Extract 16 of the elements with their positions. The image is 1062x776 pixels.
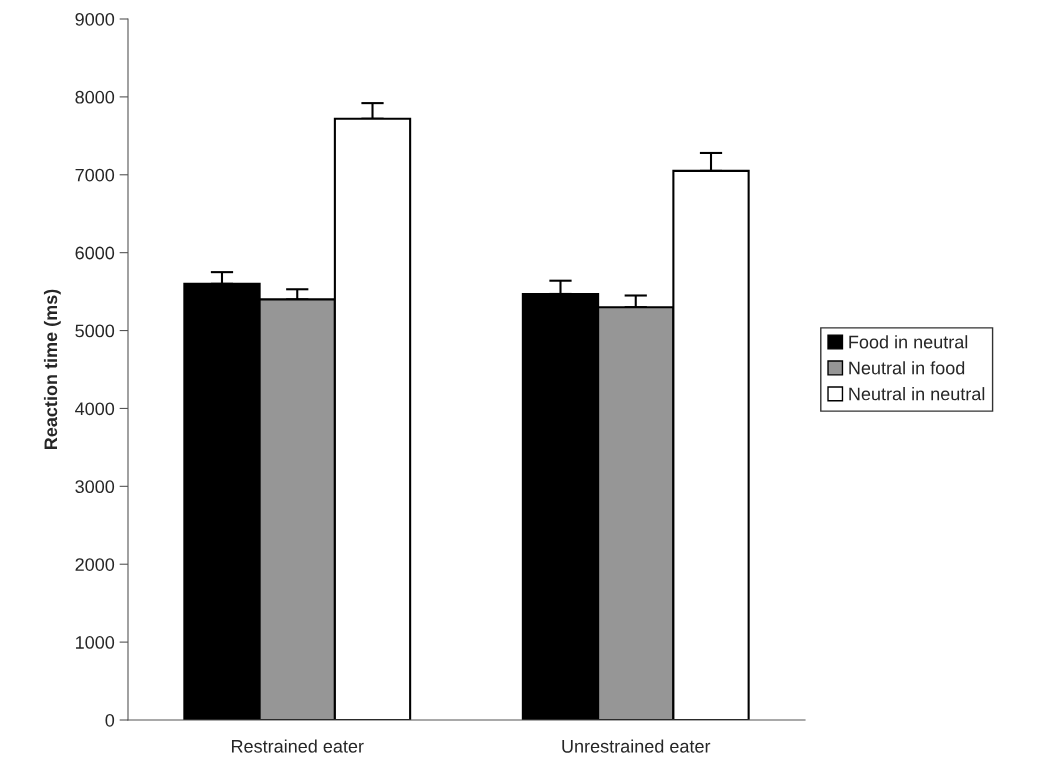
y-tick-label: 6000 — [75, 246, 115, 260]
y-tick-label: 8000 — [75, 90, 115, 104]
y-tick-label: 3000 — [75, 480, 115, 494]
x-tick-label: Restrained eater — [231, 739, 364, 753]
y-tick-label: 4000 — [75, 402, 115, 416]
x-tick-label: Unrestrained eater — [562, 739, 711, 753]
y-tick-label: 2000 — [75, 558, 115, 571]
y-tick-label: 0 — [105, 713, 115, 727]
legend-label: Food in neutral — [849, 335, 968, 349]
y-axis-title: Reaction time (ms) — [43, 289, 61, 450]
legend-label: Neutral in neutral — [849, 387, 985, 401]
y-tick-label: 5000 — [75, 324, 115, 338]
y-tick-label: 9000 — [75, 12, 115, 26]
y-tick-label: 7000 — [75, 168, 115, 182]
y-tick-label: 1000 — [76, 636, 115, 649]
legend-label: Neutral in food — [849, 361, 965, 375]
